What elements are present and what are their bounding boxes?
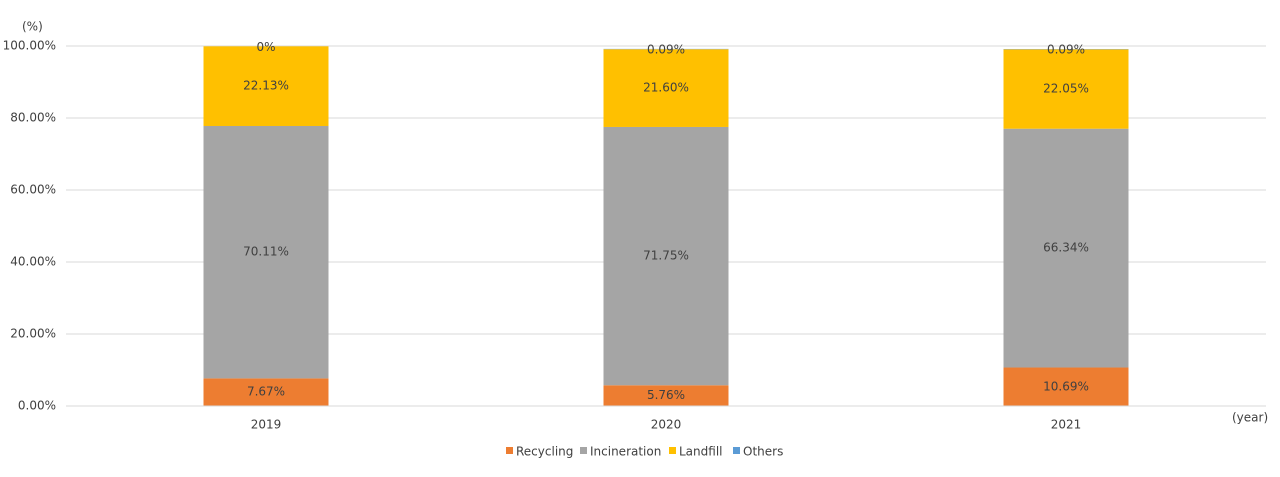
data-label: 0% xyxy=(256,40,275,54)
y-axis-label: (%) xyxy=(22,20,43,34)
x-tick-label: 2021 xyxy=(1051,418,1082,432)
x-axis-label: (year) xyxy=(1232,411,1268,425)
y-tick-label: 80.00% xyxy=(10,111,56,125)
data-label: 7.67% xyxy=(247,385,285,399)
legend-label: Incineration xyxy=(590,445,661,459)
data-label: 71.75% xyxy=(643,249,689,263)
bar-segment xyxy=(603,385,729,406)
bar-segment xyxy=(1003,128,1129,368)
bar-segment xyxy=(203,378,329,406)
bar-segment xyxy=(203,125,329,379)
data-label: 10.69% xyxy=(1043,379,1089,393)
legend-swatch xyxy=(580,447,587,454)
x-tick-label: 2019 xyxy=(251,418,282,432)
data-label: 22.05% xyxy=(1043,82,1089,96)
bar-segment xyxy=(1003,49,1129,129)
data-label: 22.13% xyxy=(243,79,289,93)
legend-label: Landfill xyxy=(679,445,723,459)
y-tick-label: 40.00% xyxy=(10,255,56,269)
data-label: 5.76% xyxy=(647,388,685,402)
data-label: 0.09% xyxy=(647,43,685,57)
y-tick-label: 0.00% xyxy=(18,399,56,413)
x-tick-label: 2020 xyxy=(651,418,682,432)
y-tick-label: 60.00% xyxy=(10,183,56,197)
bar-segment xyxy=(1003,367,1129,406)
bar-segment xyxy=(603,49,729,127)
legend-swatch xyxy=(669,447,676,454)
legend-label: Others xyxy=(743,445,783,459)
y-tick-label: 20.00% xyxy=(10,327,56,341)
y-tick-label: 100.00% xyxy=(3,39,56,53)
bar-segment xyxy=(203,46,329,126)
data-label: 21.60% xyxy=(643,81,689,95)
bar-segment xyxy=(603,126,729,386)
legend-swatch xyxy=(506,447,513,454)
data-label: 70.11% xyxy=(243,245,289,259)
data-label: 0.09% xyxy=(1047,43,1085,57)
legend-swatch xyxy=(733,447,740,454)
legend-label: Recycling xyxy=(516,445,573,459)
data-label: 66.34% xyxy=(1043,241,1089,255)
